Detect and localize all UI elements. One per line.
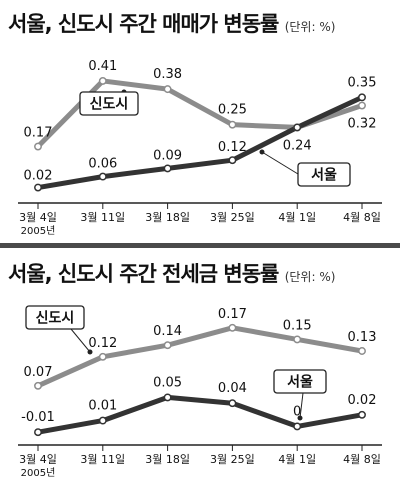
year-note: 2005년 [21, 225, 56, 237]
data-point [98, 76, 107, 85]
x-tick-label: 3월 18일 [145, 452, 190, 466]
sale-price-title: 서울, 신도시 주간 매매가 변동률 [8, 12, 279, 36]
data-point [358, 410, 366, 419]
legend-label: 신도시 [36, 311, 75, 327]
data-label: 0.38 [153, 67, 182, 82]
legend-box [297, 162, 351, 187]
data-label: 0.02 [24, 169, 53, 184]
data-point [293, 422, 302, 431]
callout-dot [87, 349, 93, 355]
data-label: -0.01 [21, 410, 55, 425]
sale-price-unit: (단위: %) [284, 20, 336, 34]
legend-box [79, 91, 139, 116]
jeonse-panel: 서울, 신도시 주간 전세금 변동률 (단위: %) 3월 4일 3월 11일 3월… [0, 248, 400, 487]
callout-leader [261, 151, 299, 175]
legend-box [273, 369, 327, 394]
jeonse-unit: (단위: %) [284, 270, 336, 284]
data-label: 0.41 [88, 59, 117, 74]
data-point [228, 156, 237, 165]
data-label: 0.12 [218, 140, 247, 155]
series-line-sindosi [35, 325, 365, 389]
x-tick-label: 3월 11일 [80, 210, 125, 224]
data-point [98, 172, 107, 181]
data-point [293, 335, 302, 344]
jeonse-title-wrap: 서울, 신도시 주간 전세금 변동률 (단위: %) [8, 258, 335, 288]
legend-label: 서울 [311, 167, 337, 184]
data-point [358, 101, 366, 110]
x-tick-label: 4월 8일 [343, 452, 381, 466]
data-point [34, 142, 42, 151]
panel-divider [0, 243, 400, 248]
data-label: 0.02 [348, 393, 377, 408]
data-label: 0.24 [283, 138, 312, 153]
data-point [228, 323, 237, 332]
data-point [228, 120, 237, 129]
data-point [358, 93, 366, 102]
data-label: 0.17 [24, 126, 53, 141]
callout-leader [70, 328, 91, 353]
jeonse-chart: 3월 4일 3월 11일 3월 18일 3월 25일 4월 1일 4월 8일 2005년 0.… [18, 305, 382, 479]
data-point [98, 352, 107, 361]
data-label: 0.09 [153, 148, 182, 163]
data-label: 0.17 [218, 307, 247, 322]
legend-label: 서울 [287, 374, 313, 391]
sale-price-chart: 3월 4일 3월 11일 3월 18일 3월 25일 4월 1일 4월 8일 2005년 0.… [18, 59, 382, 237]
data-label: 0.15 [283, 318, 312, 333]
data-point [34, 428, 42, 437]
x-tick-label: 3월 18일 [145, 210, 190, 224]
data-label: 0.07 [24, 365, 53, 380]
x-tick-label: 3월 25일 [210, 452, 255, 466]
jeonse-title: 서울, 신도시 주간 전세금 변동률 [8, 262, 279, 286]
legend-label: 신도시 [90, 97, 129, 113]
sale-price-panel: 서울, 신도시 주간 매매가 변동률 (단위: %) 3월 4일 3월 11일 3월… [0, 0, 400, 240]
data-point [228, 399, 237, 408]
data-point [293, 123, 302, 132]
data-label: 0.14 [153, 324, 182, 339]
data-label: 0.35 [348, 75, 377, 90]
data-point [358, 347, 366, 355]
x-tick-label: 3월 4일 [19, 452, 57, 466]
x-tick-label: 4월 8일 [343, 210, 381, 224]
data-point [98, 416, 107, 425]
data-label: 0.06 [88, 157, 117, 172]
data-label: 0.25 [218, 103, 247, 118]
x-tick-label: 3월 4일 [19, 210, 57, 224]
data-point [34, 381, 42, 390]
x-tick-label: 3월 11일 [80, 452, 125, 466]
legend-box [25, 305, 85, 330]
data-point [163, 85, 172, 94]
data-label: 0.05 [153, 375, 182, 390]
data-label: 0.12 [88, 336, 117, 351]
data-point [163, 164, 172, 173]
data-label: 0.32 [348, 117, 377, 132]
callout-dot [259, 149, 265, 155]
x-tick-label: 4월 1일 [278, 452, 316, 466]
data-point [163, 341, 172, 350]
x-tick-label: 3월 25일 [210, 210, 255, 224]
callout-leader [299, 392, 304, 419]
year-note: 2005년 [21, 467, 56, 479]
data-point [163, 393, 172, 402]
callout-dot [297, 415, 303, 421]
data-label: 0.04 [218, 381, 247, 396]
x-tick-label: 4월 1일 [278, 210, 316, 224]
sale-price-title-wrap: 서울, 신도시 주간 매매가 변동률 (단위: %) [8, 8, 335, 38]
data-label: 0 [293, 404, 301, 419]
data-label: 0.01 [88, 399, 117, 414]
series-line-seoul [35, 94, 365, 191]
data-label: 0.13 [348, 330, 377, 345]
series-line-seoul [35, 394, 365, 435]
data-point [34, 183, 42, 192]
